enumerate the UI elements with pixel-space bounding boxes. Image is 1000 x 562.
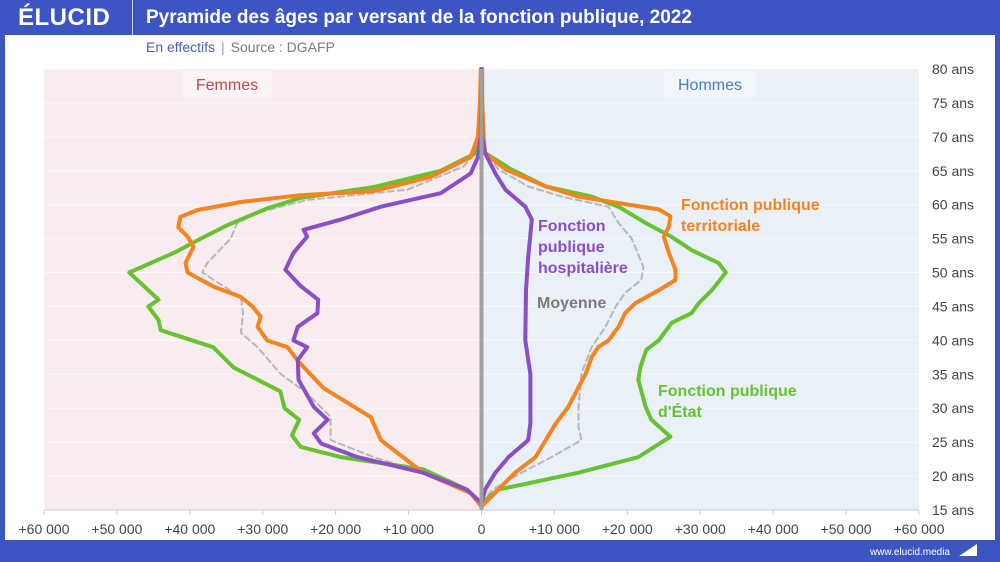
series-label: d'État xyxy=(658,402,702,421)
x-tick-label: +60 000 xyxy=(894,521,945,537)
header-bar: ÉLUCID Pyramide des âges par versant de … xyxy=(0,0,1000,35)
series-label: publique xyxy=(538,239,605,256)
y-tick-label: 30 ans xyxy=(932,400,974,416)
women-background xyxy=(44,69,482,510)
y-tick-label: 80 ans xyxy=(932,61,974,77)
elucid-logo: ÉLUCID xyxy=(18,4,111,31)
y-tick-label: 70 ans xyxy=(932,129,974,145)
x-tick-label: +30 000 xyxy=(237,521,288,537)
y-tick-label: 65 ans xyxy=(932,163,974,179)
x-tick-label: +50 000 xyxy=(91,521,142,537)
y-tick-label: 50 ans xyxy=(932,265,974,281)
series-label: Moyenne xyxy=(537,295,606,312)
series-line-men xyxy=(479,67,678,509)
y-tick-label: 45 ans xyxy=(932,298,974,314)
men-label-bg xyxy=(664,71,756,97)
series-label: hospitalière xyxy=(538,260,628,277)
footer-url[interactable]: www.elucid.media xyxy=(869,547,950,558)
chart-subtitle: En effectifs | Source : DGAFP xyxy=(146,39,335,55)
y-tick-label: 75 ans xyxy=(932,95,974,111)
x-tick-label: +20 000 xyxy=(310,521,361,537)
y-tick-label: 25 ans xyxy=(932,434,974,450)
series-line-men xyxy=(479,67,534,506)
y-tick-label: 15 ans xyxy=(932,502,974,518)
source-label: Source : DGAFP xyxy=(230,39,335,55)
x-tick-label: +20 000 xyxy=(602,521,653,537)
x-tick-label: +10 000 xyxy=(529,521,580,537)
series-line-women xyxy=(176,67,484,509)
center-axis xyxy=(479,69,484,510)
series-line-women xyxy=(283,67,484,506)
y-tick-label: 40 ans xyxy=(932,332,974,348)
series-label: Fonction publique xyxy=(681,197,820,214)
women-label-bg xyxy=(182,71,272,97)
men-label: Hommes xyxy=(678,77,742,94)
series-line-men xyxy=(480,68,645,505)
unit-label: En effectifs xyxy=(146,39,216,55)
series-label: Fonction publique xyxy=(658,383,797,400)
y-tick-label: 35 ans xyxy=(932,366,974,382)
elucid-mark-icon xyxy=(959,544,977,556)
x-tick-label: 0 xyxy=(478,521,486,537)
subtitle-separator: | xyxy=(221,39,225,55)
y-tick-label: 20 ans xyxy=(932,468,974,484)
chart-title: Pyramide des âges par versant de la fonc… xyxy=(146,7,692,28)
series-line-women xyxy=(127,67,484,506)
x-tick-label: +50 000 xyxy=(821,521,872,537)
y-tick-label: 55 ans xyxy=(932,231,974,247)
x-tick-label: +40 000 xyxy=(748,521,799,537)
x-tick-label: +30 000 xyxy=(675,521,726,537)
header-divider xyxy=(132,0,133,35)
x-tick-label: +40 000 xyxy=(164,521,215,537)
x-tick-label: +60 000 xyxy=(19,521,70,537)
men-background xyxy=(481,69,919,510)
series-line-women xyxy=(201,68,483,505)
women-label: Femmes xyxy=(196,77,258,94)
y-tick-label: 60 ans xyxy=(932,197,974,213)
series-label: Fonction xyxy=(538,218,606,235)
x-tick-label: +10 000 xyxy=(383,521,434,537)
series-label: territoriale xyxy=(681,218,760,235)
